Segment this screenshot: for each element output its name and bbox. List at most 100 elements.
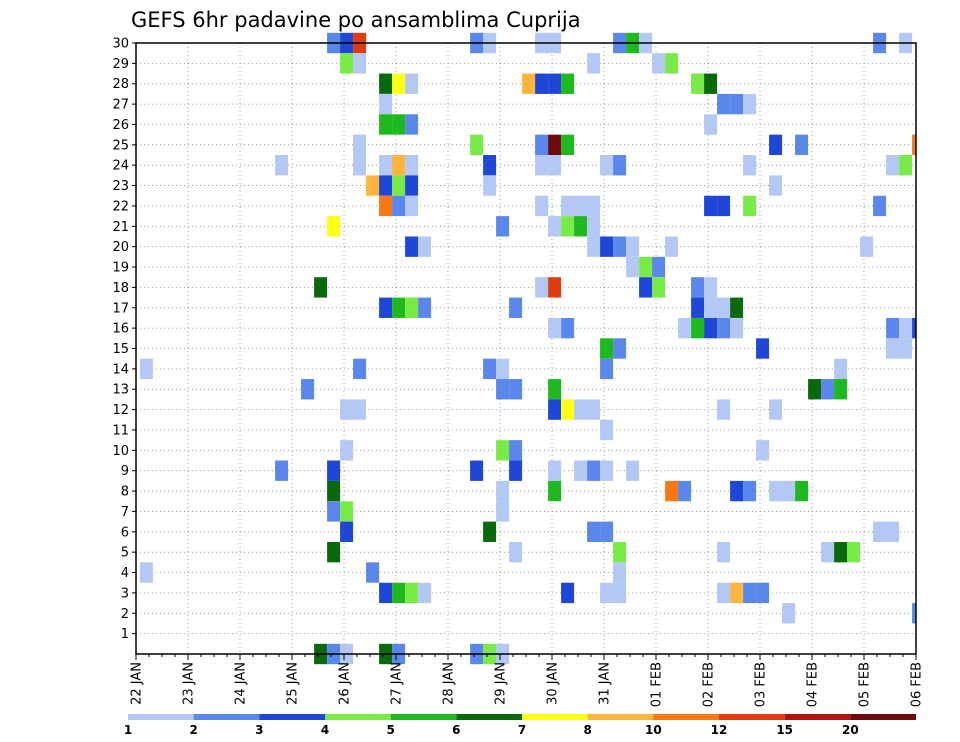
colorbar-segment bbox=[390, 714, 457, 720]
y-tick-label: 23 bbox=[112, 179, 129, 194]
data-cell bbox=[639, 277, 653, 298]
y-tick-label: 15 bbox=[112, 342, 129, 357]
y-tick-label: 12 bbox=[112, 403, 129, 418]
data-cell bbox=[366, 562, 380, 583]
data-cell bbox=[678, 317, 692, 339]
colorbar-segment bbox=[784, 714, 851, 720]
data-cell bbox=[574, 460, 588, 481]
data-cell bbox=[561, 134, 575, 156]
data-cell bbox=[392, 155, 406, 176]
x-tick-label: 23 JAN bbox=[182, 662, 197, 705]
data-cell bbox=[821, 379, 835, 400]
data-cell bbox=[470, 460, 484, 481]
y-tick-label: 24 bbox=[112, 159, 129, 174]
data-cell bbox=[379, 175, 393, 196]
data-cell bbox=[405, 155, 419, 176]
data-cell bbox=[392, 582, 406, 604]
x-tick-label: 26 JAN bbox=[338, 662, 353, 705]
data-cell bbox=[353, 358, 367, 380]
x-tick-label: 04 FEB bbox=[806, 662, 821, 707]
data-cell bbox=[496, 440, 510, 461]
data-cell bbox=[405, 582, 419, 604]
colorbar-label: 2 bbox=[189, 723, 197, 737]
data-cell bbox=[379, 155, 393, 176]
data-cell bbox=[509, 297, 523, 318]
data-cell bbox=[652, 53, 666, 74]
data-cell bbox=[691, 317, 705, 339]
data-cell bbox=[717, 582, 731, 604]
x-axis: 22 JAN 23 JAN 24 JAN 25 JAN 26 JAN 27 JAN 28 J… bbox=[130, 654, 925, 707]
data-cell bbox=[652, 256, 666, 278]
colorbar-label: 3 bbox=[255, 723, 263, 737]
data-cell bbox=[899, 338, 913, 359]
data-cell bbox=[405, 195, 419, 217]
x-tick-label: 22 JAN bbox=[130, 662, 145, 705]
data-cell bbox=[652, 277, 666, 298]
y-tick-label: 27 bbox=[112, 98, 129, 113]
data-cell bbox=[340, 521, 354, 542]
data-cell bbox=[535, 277, 549, 298]
data-cell bbox=[730, 582, 744, 604]
data-cell bbox=[756, 440, 770, 461]
data-cell bbox=[405, 236, 419, 257]
data-cell bbox=[548, 73, 562, 94]
data-cell bbox=[704, 277, 718, 298]
data-cell bbox=[769, 134, 783, 156]
data-cell bbox=[327, 460, 341, 481]
data-cell bbox=[600, 155, 614, 176]
colorbar-segment bbox=[456, 714, 522, 720]
data-cell bbox=[353, 53, 367, 74]
data-cell bbox=[379, 73, 393, 94]
y-tick-label: 6 bbox=[121, 525, 129, 540]
colorbar-segment bbox=[522, 714, 588, 720]
data-cell bbox=[496, 501, 510, 522]
data-cell bbox=[665, 236, 679, 257]
data-cell bbox=[743, 195, 757, 217]
data-cell bbox=[704, 195, 718, 217]
data-cell bbox=[548, 460, 562, 481]
colorbar-label: 20 bbox=[842, 723, 859, 737]
x-tick-label: 28 JAN bbox=[442, 662, 457, 705]
data-cell bbox=[561, 582, 575, 604]
data-cell bbox=[535, 134, 549, 156]
y-tick-label: 4 bbox=[121, 566, 129, 581]
data-cell bbox=[860, 236, 874, 257]
data-cell bbox=[535, 195, 549, 217]
data-cell bbox=[353, 399, 367, 420]
data-cell bbox=[795, 134, 809, 156]
data-cell bbox=[600, 582, 614, 604]
data-cell bbox=[574, 195, 588, 217]
data-cell bbox=[730, 480, 744, 502]
data-cell bbox=[522, 73, 536, 94]
data-cell bbox=[743, 93, 757, 115]
y-tick-label: 28 bbox=[112, 77, 129, 92]
x-tick-label: 05 FEB bbox=[858, 662, 873, 707]
data-cell bbox=[353, 134, 367, 156]
y-tick-label: 22 bbox=[112, 199, 129, 214]
colorbar-legend: 1 2 3 4 5 6 7 8 10 12 15 20 bbox=[124, 714, 916, 737]
colorbar-segment bbox=[653, 714, 719, 720]
chart-title: GEFS 6hr padavine po ansamblima Cuprija bbox=[131, 8, 581, 32]
data-cell bbox=[808, 379, 822, 400]
data-cell bbox=[613, 155, 627, 176]
data-cell bbox=[496, 358, 510, 380]
colorbar-label: 7 bbox=[518, 723, 526, 737]
data-cell bbox=[600, 419, 614, 441]
data-cell bbox=[613, 338, 627, 359]
data-cell bbox=[600, 460, 614, 481]
data-cell bbox=[769, 399, 783, 420]
data-cell bbox=[379, 93, 393, 115]
data-cell bbox=[483, 155, 497, 176]
colorbar-segment bbox=[259, 714, 325, 720]
y-tick-label: 14 bbox=[112, 362, 129, 377]
data-cell bbox=[561, 399, 575, 420]
data-cell bbox=[756, 582, 770, 604]
data-cell bbox=[691, 73, 705, 94]
data-cell bbox=[561, 73, 575, 94]
x-tick-label: 30 JAN bbox=[546, 662, 561, 705]
data-cell bbox=[743, 480, 757, 502]
data-cell bbox=[873, 195, 887, 217]
data-cell bbox=[509, 541, 523, 563]
data-cell bbox=[600, 358, 614, 380]
